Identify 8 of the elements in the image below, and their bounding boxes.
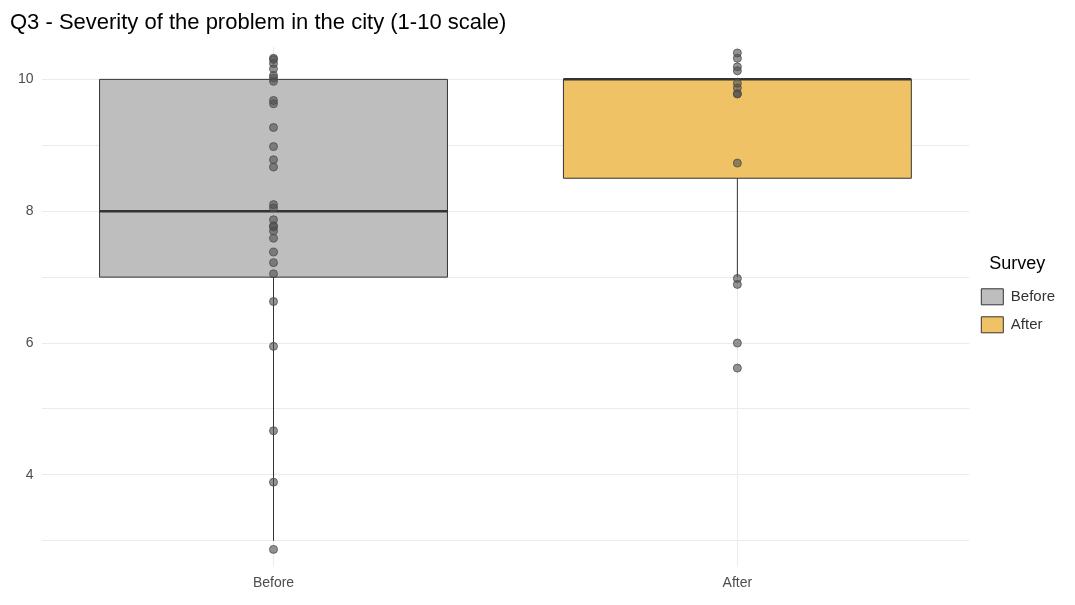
y-tick-label: 10 — [17, 70, 34, 87]
y-tick-label: 6 — [25, 333, 34, 350]
y-tick-label: 8 — [25, 202, 34, 219]
legend-title: Survey — [989, 253, 1046, 274]
legend-label: Before — [1010, 286, 1056, 304]
legend-label: After — [1010, 314, 1043, 332]
y-tick-label: 4 — [25, 465, 34, 482]
chart-title: Q3 - Severity of the problem in the city (1-10 scale) — [10, 9, 507, 35]
